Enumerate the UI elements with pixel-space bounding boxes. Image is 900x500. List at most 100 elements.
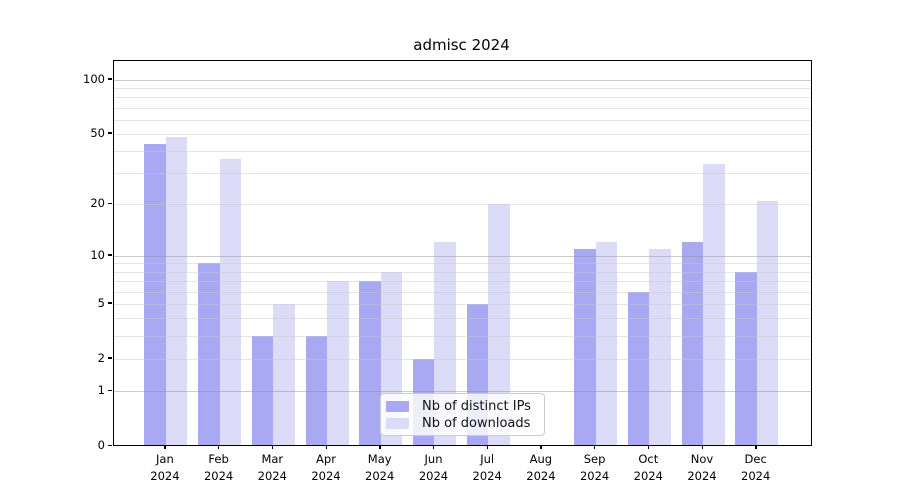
gridline-minor bbox=[114, 303, 811, 305]
y-axis-tick-label: 0 bbox=[97, 438, 105, 452]
y-axis-tick-label: 20 bbox=[90, 196, 105, 211]
bar-distinct-ips bbox=[627, 291, 650, 445]
legend: Nb of distinct IPs Nb of downloads bbox=[380, 393, 545, 436]
x-axis-tick bbox=[486, 445, 489, 449]
x-axis-tick-label: Jul 2024 bbox=[457, 451, 517, 485]
x-axis-tick-line: 2024 bbox=[687, 469, 717, 483]
x-axis-tick-line: Feb bbox=[208, 452, 229, 466]
gridline-minor bbox=[114, 281, 811, 282]
gridline-minor bbox=[114, 173, 811, 175]
bar-distinct-ips bbox=[251, 336, 274, 445]
gridline-minor bbox=[114, 271, 811, 273]
gridline-minor bbox=[114, 336, 811, 337]
x-axis-tick bbox=[755, 445, 757, 449]
x-axis-tick bbox=[271, 445, 274, 449]
x-axis-tick-line: 2024 bbox=[526, 469, 556, 483]
x-axis-tick-line: Aug bbox=[529, 452, 553, 466]
y-axis-tick bbox=[108, 389, 112, 391]
bar-downloads bbox=[756, 200, 779, 445]
x-axis-tick-line: 2024 bbox=[257, 469, 287, 483]
x-axis-tick-line: Apr bbox=[316, 452, 336, 466]
x-axis-tick bbox=[325, 445, 327, 449]
gridline-minor bbox=[114, 263, 811, 265]
x-axis-tick-line: 2024 bbox=[365, 469, 395, 483]
x-axis-tick bbox=[540, 445, 542, 449]
y-axis-tick bbox=[108, 78, 112, 80]
gridline-minor bbox=[114, 318, 811, 320]
bar-distinct-ips bbox=[574, 248, 596, 445]
x-axis-tick-line: 2024 bbox=[472, 469, 502, 483]
x-axis-tick-label: Nov 2024 bbox=[672, 451, 732, 485]
x-axis-tick-line: Oct bbox=[638, 452, 659, 466]
x-axis-tick-label: May 2024 bbox=[350, 451, 410, 485]
y-axis-tick-label: 1 bbox=[97, 383, 105, 397]
legend-item-downloads: Nb of downloads bbox=[386, 416, 538, 431]
x-axis-tick-line: 2024 bbox=[203, 469, 234, 483]
y-axis-tick bbox=[108, 302, 112, 304]
gridline-major bbox=[114, 79, 811, 81]
x-axis-tick-label: Aug 2024 bbox=[511, 451, 571, 485]
legend-swatch-downloads-icon bbox=[386, 418, 409, 429]
x-axis-tick-label: Sep 2024 bbox=[565, 451, 625, 485]
x-axis-tick bbox=[433, 445, 435, 449]
y-axis-tick-label: 2 bbox=[97, 350, 105, 365]
x-axis-tick-line: May bbox=[367, 452, 392, 466]
x-axis-tick-label: Feb 2024 bbox=[189, 451, 249, 485]
gridline-minor bbox=[114, 88, 811, 89]
y-axis-tick bbox=[108, 132, 112, 134]
bar-downloads bbox=[273, 303, 295, 445]
x-axis-tick-label: Jan 2024 bbox=[135, 451, 195, 485]
bar-distinct-ips bbox=[735, 271, 757, 445]
x-axis-tick-line: Jan bbox=[156, 452, 174, 466]
x-axis-tick-line: 2024 bbox=[150, 469, 180, 483]
x-axis-tick bbox=[164, 445, 166, 449]
legend-label-distinct-ips: Nb of distinct IPs bbox=[422, 399, 531, 414]
x-axis-tick-label: Dec 2024 bbox=[726, 451, 786, 485]
x-axis-tick bbox=[701, 445, 703, 449]
gridline-minor bbox=[114, 204, 811, 206]
gridline-minor bbox=[114, 119, 811, 121]
x-axis-tick-line: 2024 bbox=[741, 469, 771, 483]
y-axis-tick bbox=[108, 357, 112, 359]
bar-distinct-ips bbox=[305, 336, 327, 445]
x-axis-tick-line: Jun bbox=[424, 452, 443, 466]
x-axis-tick-line: Mar bbox=[261, 452, 284, 466]
gridline-minor bbox=[114, 97, 811, 99]
bar-distinct-ips bbox=[359, 281, 381, 445]
y-axis-tick-label: 50 bbox=[90, 125, 105, 140]
x-axis-tick-line: 2024 bbox=[633, 469, 663, 483]
x-axis-tick-line: Dec bbox=[744, 452, 767, 466]
y-axis-tick bbox=[108, 444, 112, 446]
gridline-minor bbox=[114, 107, 811, 109]
gridline-minor bbox=[114, 151, 811, 153]
x-axis-tick-line: Sep bbox=[583, 452, 606, 466]
bar-distinct-ips bbox=[144, 143, 166, 445]
x-axis-tick-label: Mar 2024 bbox=[242, 451, 302, 485]
x-axis-tick-label: Jun 2024 bbox=[404, 451, 464, 485]
x-axis-tick bbox=[379, 445, 381, 449]
x-axis-tick-line: 2024 bbox=[311, 469, 341, 483]
bar-downloads bbox=[488, 204, 510, 445]
bar-distinct-ips bbox=[198, 263, 220, 445]
bar-downloads bbox=[327, 281, 349, 445]
gridline-minor bbox=[114, 358, 811, 360]
x-axis-tick-line: 2024 bbox=[418, 469, 449, 483]
gridline-minor bbox=[114, 291, 811, 293]
y-axis-tick bbox=[108, 202, 112, 205]
y-axis-tick-label: 5 bbox=[97, 295, 105, 310]
y-axis-tick-label: 100 bbox=[83, 71, 105, 86]
x-axis-tick-label: Apr 2024 bbox=[296, 451, 356, 485]
x-axis-tick bbox=[594, 445, 596, 449]
gridline-major bbox=[114, 255, 811, 257]
y-axis-tick bbox=[108, 254, 112, 256]
gridline-major bbox=[114, 391, 811, 392]
x-axis-tick-line: Nov bbox=[690, 452, 714, 466]
x-axis-tick bbox=[218, 445, 220, 449]
legend-item-distinct-ips: Nb of distinct IPs bbox=[386, 399, 538, 414]
bar-downloads bbox=[595, 242, 618, 445]
chart-title: admisc 2024 bbox=[413, 36, 510, 54]
gridline-minor bbox=[114, 133, 811, 135]
legend-label-downloads: Nb of downloads bbox=[422, 416, 531, 431]
x-axis-tick-line: 2024 bbox=[579, 469, 610, 483]
